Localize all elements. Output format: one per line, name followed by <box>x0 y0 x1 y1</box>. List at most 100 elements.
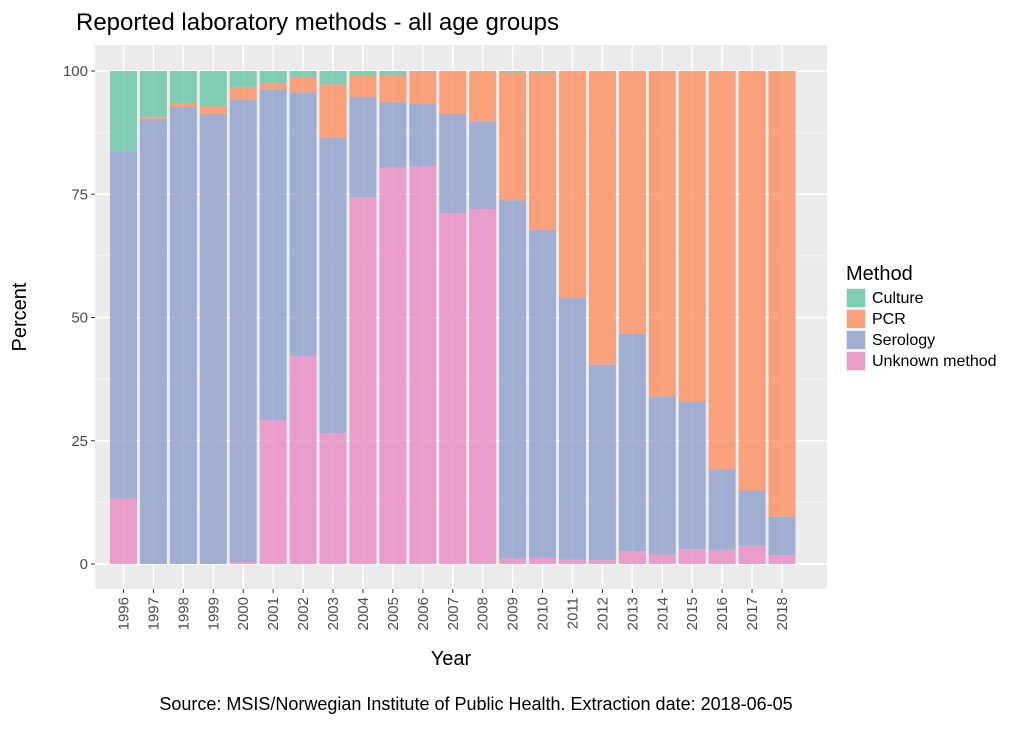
bar-stack-1996 <box>110 71 137 564</box>
y-axis: 0 25 50 75 100 <box>63 63 95 573</box>
bar-pcr <box>229 87 257 100</box>
bar-serology <box>648 396 676 555</box>
bar-stack-2011 <box>558 71 586 564</box>
y-axis-label: Percent <box>9 282 31 351</box>
bar-pcr <box>139 116 167 119</box>
bar-serology <box>618 333 646 552</box>
y-tick-label: 100 <box>63 63 88 80</box>
bar-culture <box>349 71 377 76</box>
bar-unknown-method <box>439 212 467 564</box>
bar-pcr <box>379 74 407 103</box>
bar-stack-2012 <box>588 71 616 564</box>
bar-serology <box>678 401 706 550</box>
bar-stack-2007 <box>439 71 467 564</box>
legend-label: PCR <box>872 311 906 328</box>
bar-culture <box>169 71 197 104</box>
x-tick-label: 1997 <box>145 597 162 630</box>
bar-stack-1998 <box>169 71 197 564</box>
bar-culture <box>229 71 257 88</box>
bar-serology <box>169 106 197 564</box>
x-tick-label: 2016 <box>714 597 731 630</box>
bar-stack-2015 <box>678 71 706 564</box>
bar-stack-2013 <box>618 71 646 564</box>
bar-serology <box>588 364 616 561</box>
bar-unknown-method <box>469 209 497 565</box>
bar-stack-2017 <box>738 71 766 564</box>
bar-pcr <box>558 71 586 298</box>
bar-unknown-method <box>110 498 137 564</box>
bar-unknown-method <box>289 355 317 564</box>
bar-serology <box>469 121 497 210</box>
bar-culture <box>529 71 557 73</box>
bar-pcr <box>708 71 736 470</box>
bar-serology <box>529 229 557 558</box>
bar-culture <box>139 71 167 117</box>
bar-pcr <box>499 72 527 201</box>
bar-pcr <box>169 103 197 107</box>
x-tick-label: 2010 <box>535 597 552 630</box>
y-tick-label: 0 <box>80 556 88 573</box>
x-tick-label: 2002 <box>295 597 312 630</box>
bar-serology <box>199 113 227 565</box>
bar-serology <box>139 118 167 565</box>
bar-serology <box>738 490 766 546</box>
bar-pcr <box>349 75 377 98</box>
x-tick-label: 1996 <box>116 597 133 630</box>
chart-title: Reported laboratory methods - all age gr… <box>76 9 559 36</box>
x-tick-label: 2001 <box>265 597 282 630</box>
bar-serology <box>439 113 467 213</box>
legend-items: Culture PCR Serology Unknown method <box>846 288 997 371</box>
bar-serology <box>349 97 377 198</box>
bar-serology <box>768 516 796 556</box>
bar-serology <box>379 102 407 168</box>
x-tick-label: 2004 <box>355 597 372 630</box>
legend-title: Method <box>846 263 913 285</box>
bar-pcr <box>529 72 557 230</box>
bar-pcr <box>469 71 497 122</box>
bar-serology <box>708 469 736 550</box>
bar-culture <box>259 71 287 84</box>
bar-stack-2006 <box>409 71 437 565</box>
x-tick-label: 2013 <box>624 597 641 630</box>
y-tick-label: 25 <box>71 433 88 450</box>
x-tick-label: 2012 <box>594 597 611 630</box>
bar-pcr <box>738 71 766 491</box>
x-tick-label: 2018 <box>774 597 791 630</box>
bar-unknown-method <box>409 166 437 565</box>
bar-unknown-method <box>708 549 736 564</box>
x-tick-label: 1999 <box>205 597 222 630</box>
x-tick-label: 2005 <box>385 597 402 630</box>
bar-unknown-method <box>588 560 616 564</box>
bar-stack-1999 <box>199 71 227 565</box>
bar-pcr <box>678 71 706 402</box>
x-tick-label: 2007 <box>445 597 462 630</box>
bar-pcr <box>409 71 437 105</box>
bar-culture <box>379 71 407 75</box>
bar-stack-2004 <box>349 71 377 564</box>
bar-stack-2010 <box>529 71 557 564</box>
bar-unknown-method <box>319 433 347 564</box>
x-tick-label: 1998 <box>175 597 192 630</box>
bar-unknown-method <box>558 559 586 564</box>
bar-pcr <box>648 71 676 397</box>
x-axis: 1996 1997 1998 1999 2000 2001 2002 2003 2004 2005… <box>116 589 791 630</box>
legend-item-unknown-method: Unknown method <box>846 351 997 371</box>
bar-culture <box>319 71 347 85</box>
bar-unknown-method <box>768 555 796 564</box>
bar-stack-2009 <box>499 71 527 564</box>
legend-item-serology: Serology <box>846 330 935 350</box>
x-tick-label: 2009 <box>505 597 522 630</box>
y-tick-label: 75 <box>71 186 88 203</box>
bar-culture <box>289 71 317 77</box>
bar-stack-2000 <box>229 71 257 564</box>
x-axis-label: Year <box>431 648 472 670</box>
bar-unknown-method <box>529 557 557 564</box>
bar-unknown-method <box>499 558 527 564</box>
legend-swatch <box>847 289 865 307</box>
bar-stack-2016 <box>708 71 736 564</box>
bar-stack-2018 <box>768 71 796 564</box>
legend-item-culture: Culture <box>846 288 924 308</box>
bar-stack-2001 <box>259 71 287 564</box>
